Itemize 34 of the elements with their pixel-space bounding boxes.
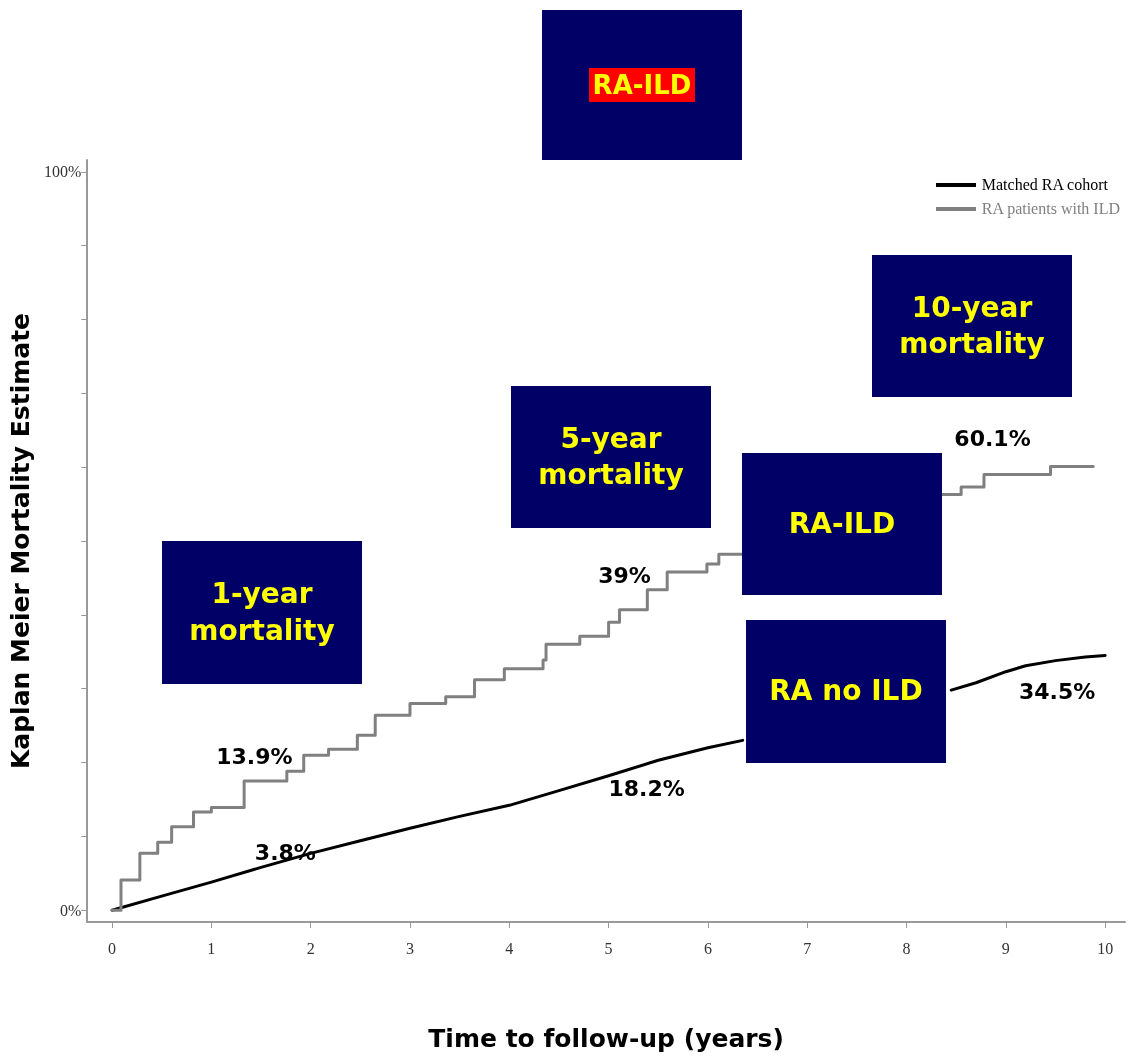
x-tick-label: 3 xyxy=(405,939,414,957)
annotation: 39% xyxy=(598,562,651,588)
x-tick-label: 1 xyxy=(207,939,216,957)
annotation: 13.9% xyxy=(216,743,293,769)
x-tick-label: 4 xyxy=(505,939,514,957)
annotation: 34.5% xyxy=(1018,678,1096,704)
chart-title: RA-ILD xyxy=(588,68,696,102)
y-tick-label: 0% xyxy=(59,901,82,919)
callout-box: RA-ILD xyxy=(742,453,942,595)
callout-box: RA no ILD xyxy=(746,620,946,763)
annotation: 60.1% xyxy=(954,425,1031,451)
annotation: 1-year mortality xyxy=(188,576,336,649)
annotation: 5-year mortality xyxy=(537,420,685,493)
legend-label: Matched RA cohort xyxy=(981,176,1108,194)
callout-box: 5-year mortality xyxy=(511,386,711,528)
legend-label: RA patients with ILD xyxy=(981,200,1120,218)
title-box: RA-ILD xyxy=(542,10,742,160)
x-tick-label: 0 xyxy=(108,939,117,957)
callout-box: 10-year mortality xyxy=(872,255,1072,397)
x-tick-label: 7 xyxy=(803,939,812,957)
x-axis-title: Time to follow-up (years) xyxy=(428,1024,784,1053)
x-tick-label: 5 xyxy=(604,939,613,957)
callout-box: 1-year mortality xyxy=(162,541,362,684)
y-tick-label: 100% xyxy=(43,163,82,181)
annotation: 18.2% xyxy=(608,775,685,801)
annotation: RA-ILD xyxy=(788,505,896,542)
x-tick-label: 2 xyxy=(306,939,315,957)
x-tick-label: 8 xyxy=(902,939,911,957)
x-tick-label: 10 xyxy=(1097,939,1114,957)
y-axis-title: Kaplan Meier Mortality Estimate xyxy=(6,312,35,770)
x-tick-label: 6 xyxy=(703,939,712,957)
x-tick-label: 9 xyxy=(1001,939,1010,957)
annotation: RA no ILD xyxy=(769,673,923,710)
annotation: 10-year mortality xyxy=(898,289,1046,362)
